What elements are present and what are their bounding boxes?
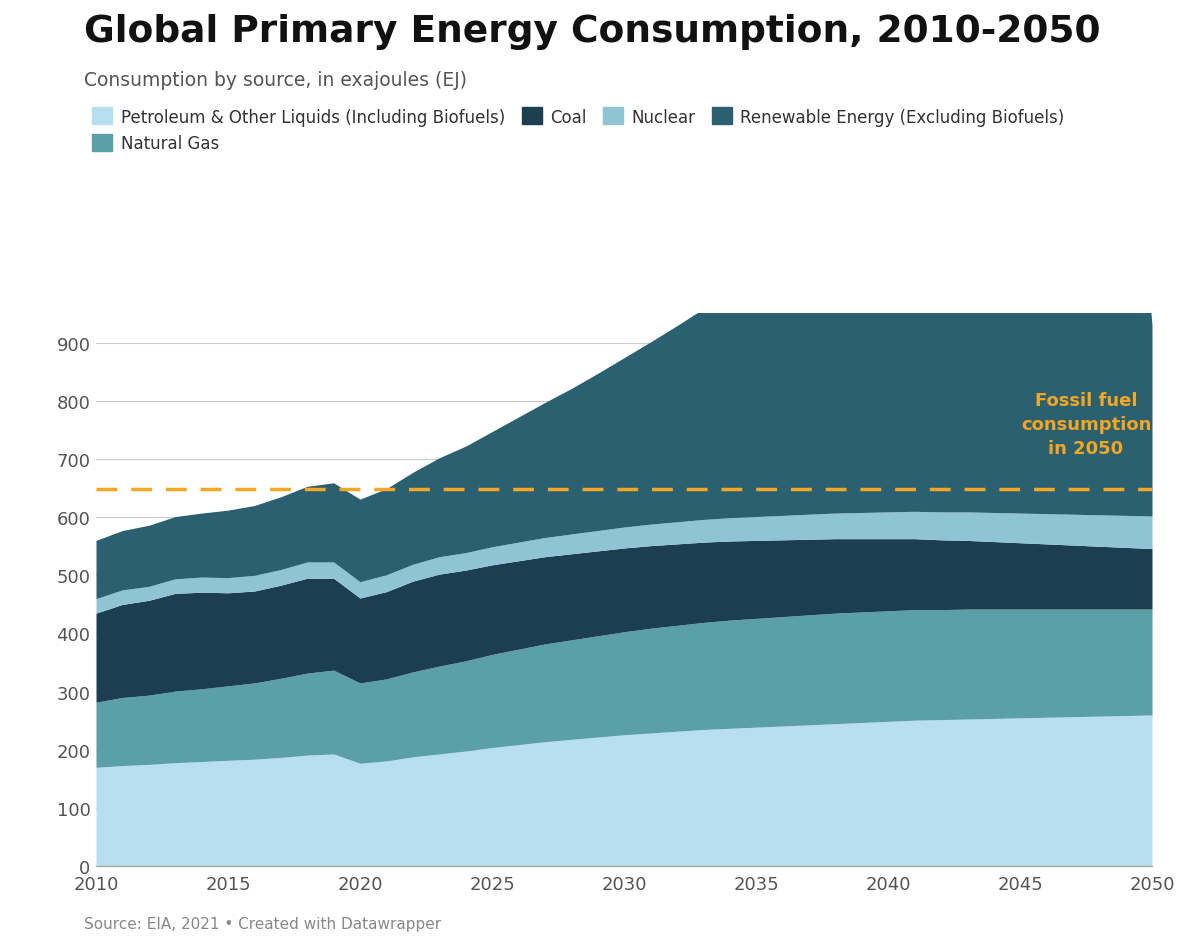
Text: Consumption by source, in exajoules (EJ): Consumption by source, in exajoules (EJ) xyxy=(84,71,467,90)
Text: Source: EIA, 2021 • Created with Datawrapper: Source: EIA, 2021 • Created with Datawra… xyxy=(84,916,442,931)
Text: Global Primary Energy Consumption, 2010-2050: Global Primary Energy Consumption, 2010-… xyxy=(84,14,1100,50)
Legend: Petroleum & Other Liquids (Including Biofuels), Natural Gas, Coal, Nuclear, Rene: Petroleum & Other Liquids (Including Bio… xyxy=(92,109,1064,153)
Text: Fossil fuel
consumption
in 2050: Fossil fuel consumption in 2050 xyxy=(1021,392,1151,457)
